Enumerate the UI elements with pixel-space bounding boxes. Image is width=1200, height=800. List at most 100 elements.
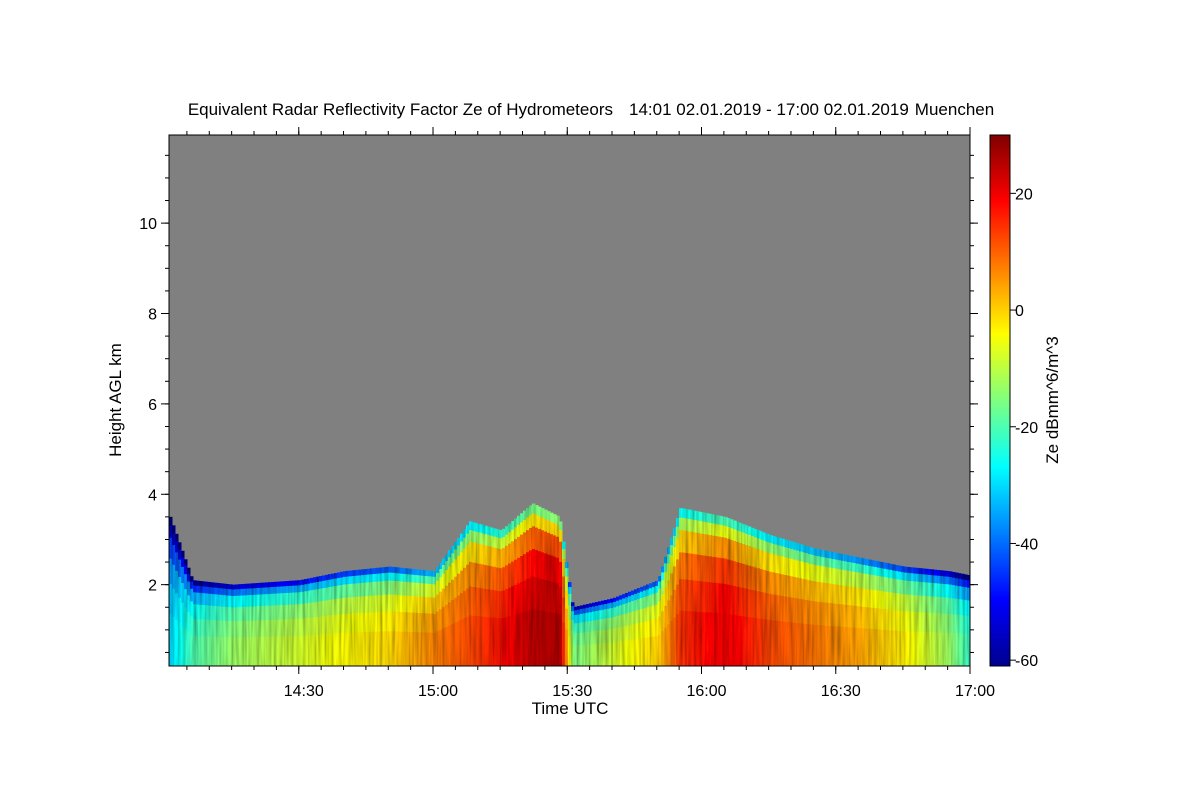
colorbar-tick-label: -20 [1015,420,1038,437]
echo-column-band [775,620,779,666]
echo-column-band [391,631,395,666]
echo-column-band [643,637,647,666]
echo-column-band [658,634,662,666]
y-tick-label: 2 [148,578,157,595]
echo-column-band [937,632,941,666]
echo-column-band [673,617,677,666]
echo-column-band [913,631,917,666]
echo-column-band [172,616,176,666]
echo-column-band [310,635,314,666]
echo-column-band [874,629,878,666]
colorbar [989,134,1011,667]
echo-column-band [682,610,686,666]
echo-column-band [313,634,317,666]
echo-column-band [526,610,530,666]
echo-column-band [715,613,719,666]
echo-column-band [700,612,704,666]
echo-column-band [319,634,323,666]
echo-column-band [274,636,278,666]
echo-column-band [790,622,794,666]
x-tick-label: 15:30 [552,683,592,700]
echo-column-band [862,628,866,666]
echo-column-band [769,620,773,666]
echo-column-band [793,622,797,666]
echo-column-band [850,627,854,666]
echo-column-band [379,631,383,666]
echo-column-band [733,615,737,666]
y-tick-label: 10 [139,216,157,233]
echo-column-band [268,636,272,666]
echo-column-band [736,615,740,666]
echo-column-band [712,612,716,666]
echo-column-band [256,636,260,666]
echo-column-band [559,615,563,666]
echo-column-band [562,622,566,666]
echo-column-band [781,621,785,666]
echo-column-band [454,622,458,666]
echo-column-band [844,627,848,666]
echo-column-band [706,612,710,666]
echo-column-band [664,627,668,666]
echo-column-band [841,626,845,666]
echo-column-band [349,632,353,666]
echo-column-band [625,640,629,666]
echo-column-band [442,628,446,666]
echo-column-band [199,636,203,666]
echo-column-band [691,611,695,666]
reflectivity-echo-field [169,503,970,666]
echo-column-band [604,642,608,666]
echo-column-band [316,634,320,666]
echo-column-band [184,628,188,666]
echo-column-band [859,628,863,666]
echo-column-band [694,611,698,666]
echo-column-band [919,631,923,666]
echo-column-band [796,623,800,666]
echo-column-band [763,619,767,666]
echo-column-band [754,618,758,666]
echo-column-band [394,631,398,666]
echo-column-band [334,633,338,666]
echo-column-band [211,636,215,666]
echo-column-band [631,639,635,666]
echo-column-band [877,629,881,666]
echo-column-band [784,621,788,666]
echo-column-band [826,625,830,666]
echo-column-band [856,627,860,666]
echo-column-band [547,611,551,666]
echo-column-band [280,636,284,666]
echo-column-band [697,611,701,666]
echo-column-band [595,643,599,666]
echo-column-band [835,626,839,666]
echo-column-band [583,644,587,666]
echo-column-band [760,618,764,666]
echo-column-band [337,633,341,666]
echo-column-band [535,609,539,666]
echo-column-band [421,632,425,666]
echo-column-band [235,637,239,666]
colorbar-tick-label: 20 [1015,186,1033,203]
echo-column-band [493,617,497,666]
echo-column-band [265,636,269,666]
echo-column-band [205,636,209,666]
echo-column-band [430,632,434,666]
echo-column-band [817,625,821,666]
echo-column-band [244,637,248,666]
echo-column-band [259,636,263,666]
echo-column-band [865,628,869,666]
echo-column-band [364,632,368,666]
echo-column-band [634,639,638,666]
echo-column-band [556,613,560,666]
echo-column-band [241,637,245,666]
echo-column-band [652,636,656,666]
echo-column-band [955,633,959,666]
y-tick-label: 6 [148,397,157,414]
echo-column-band [208,636,212,666]
echo-column-band [289,636,293,666]
echo-column-band [490,617,494,666]
echo-column-band [544,611,548,666]
echo-column-band [778,621,782,666]
echo-column-band [637,638,641,666]
echo-column-band [586,644,590,666]
echo-column-band [355,632,359,666]
echo-column-band [622,640,626,666]
